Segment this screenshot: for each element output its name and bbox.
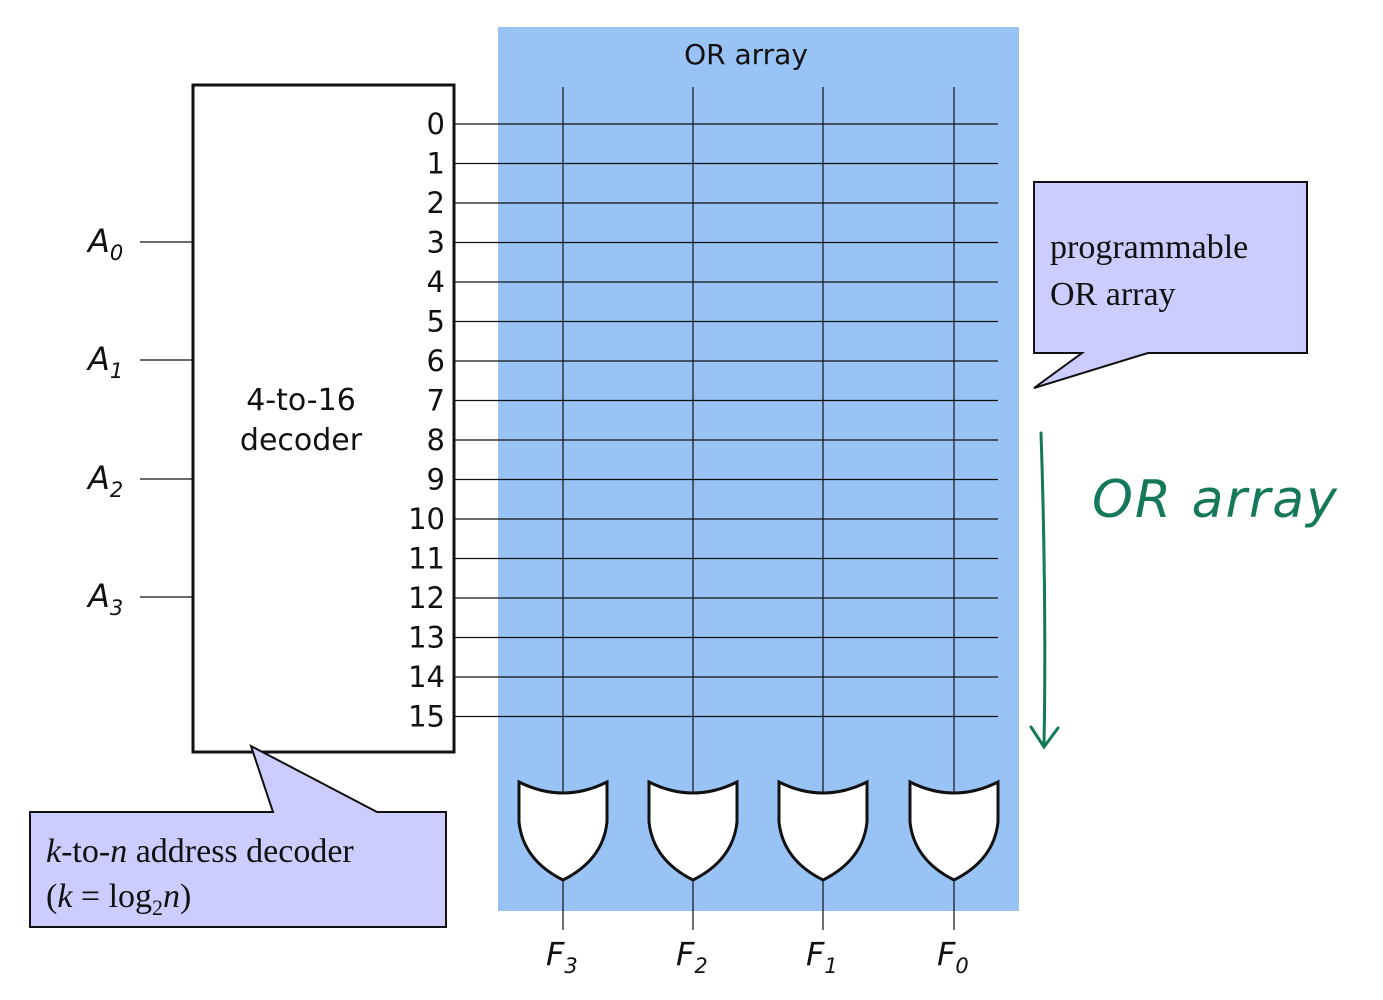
decoder-inputs: A0 A1 A2 A3 (86, 222, 193, 620)
callout-or-line2: OR array (1050, 276, 1176, 313)
output-label: F1 (806, 935, 838, 978)
handwritten-arrow (1029, 431, 1060, 750)
decoder-output-number: 0 (427, 107, 445, 141)
decoder-output-lines (454, 123, 998, 718)
input-label: A3 (86, 577, 123, 620)
decoder-output-number: 8 (427, 423, 445, 457)
decoder-output-number: 15 (408, 700, 445, 734)
decoder-output-number: 7 (427, 384, 445, 418)
or-gate-icon (517, 779, 609, 882)
output-label: F2 (676, 935, 708, 978)
decoder-output-number: 10 (408, 502, 445, 536)
or-gate-icon (777, 779, 869, 882)
callout-or-array (1033, 181, 1308, 389)
input-label: A2 (86, 459, 123, 502)
decoder-output-number: 5 (427, 305, 445, 339)
handwritten-note: OR array (1092, 470, 1339, 530)
input-label: A0 (86, 222, 123, 265)
decoder-output-number: 12 (408, 581, 445, 615)
decoder-output-number: 11 (408, 542, 445, 576)
output-label: F0 (937, 935, 969, 978)
decoder-output-number: 2 (427, 186, 445, 220)
decoder-label-line1: 4-to-16 (246, 383, 356, 418)
callout-decoder-line1: k-to-n address decoder (46, 833, 354, 870)
decoder-output-number: 3 (427, 226, 445, 260)
decoder-box (191, 83, 456, 754)
or-gate-icon (647, 779, 739, 882)
callout-decoder-line2: (k = log2n) (46, 878, 191, 920)
callout-or-line1: programmable (1050, 229, 1248, 266)
decoder-output-number: 13 (408, 621, 445, 655)
decoder-output-number: 6 (427, 344, 445, 378)
output-labels: F3 F2 F1 F0 (546, 935, 969, 978)
output-label: F3 (546, 935, 578, 978)
callout-decoder (29, 743, 447, 928)
decoder-output-number: 1 (427, 147, 445, 181)
or-gate-icon (908, 779, 1000, 882)
or-array-region (498, 27, 1019, 911)
input-label: A1 (86, 340, 123, 383)
or-array-title: OR array (684, 38, 808, 71)
decoder-output-number: 4 (427, 265, 445, 299)
or-gates (517, 779, 1000, 882)
decoder-label-line2: decoder (240, 423, 363, 458)
decoder-output-number: 14 (408, 660, 445, 694)
decoder-output-number: 9 (427, 463, 445, 497)
